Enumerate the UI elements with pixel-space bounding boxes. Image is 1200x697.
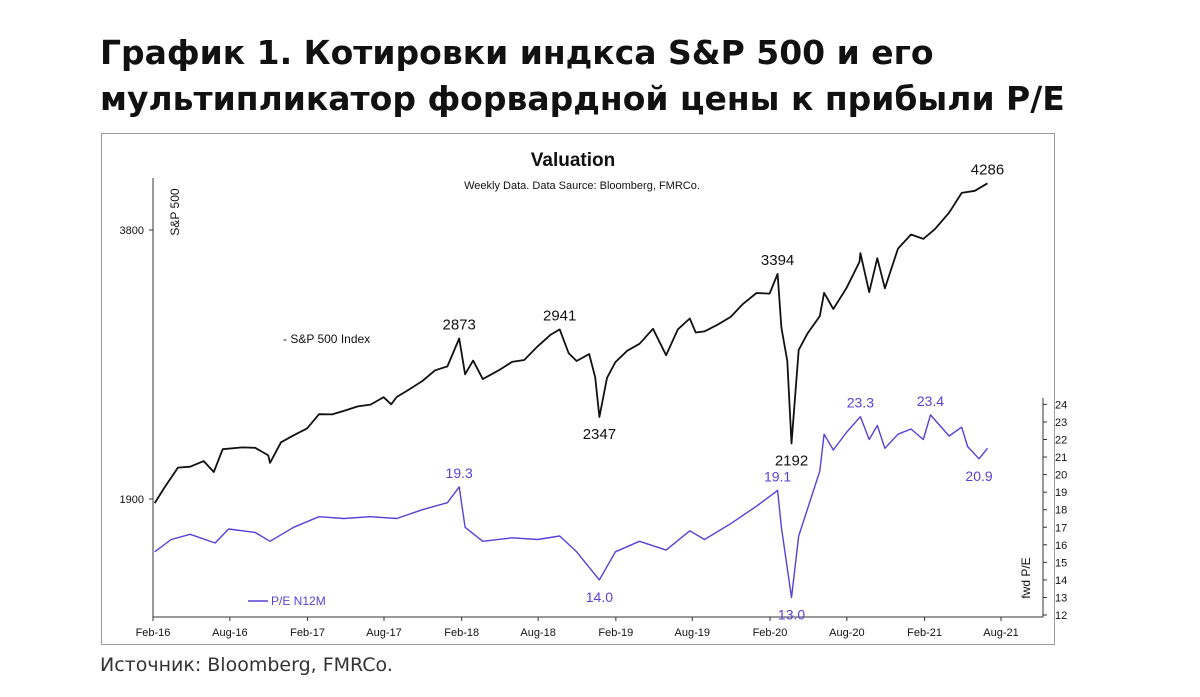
page-title-line-1: График 1. Котировки индкса S&P 500 и его: [100, 33, 934, 72]
y-right-tick-label: 21: [1055, 452, 1067, 464]
page-title-line-2: мультипликатор форвардной цены к прибыли…: [100, 79, 1065, 118]
y-right-tick-label: 20: [1055, 470, 1067, 482]
y-left-tick-label: 3800: [120, 225, 144, 237]
y-right-tick-label: 19: [1055, 487, 1067, 499]
y-right-tick-label: 17: [1055, 522, 1067, 534]
x-tick-label: Feb-16: [136, 627, 171, 639]
x-tick-label: Feb-20: [753, 627, 788, 639]
y-right-tick-label: 22: [1055, 435, 1067, 447]
y-right-tick-label: 23: [1055, 417, 1067, 429]
chart-title: Valuation: [531, 150, 615, 171]
y-right-tick-label: 15: [1055, 557, 1067, 569]
y-right-tick-label: 24: [1055, 399, 1067, 411]
x-tick-label: Feb-19: [598, 627, 633, 639]
x-tick-label: Aug-21: [983, 627, 1018, 639]
y-right-tick-label: 18: [1055, 505, 1067, 517]
y-left-tick-label: 1900: [120, 494, 144, 506]
x-tick-label: Feb-17: [290, 627, 325, 639]
y-right-tick-label: 16: [1055, 540, 1067, 552]
sp500-data-label: 2873: [442, 317, 475, 334]
legend-sp500: - S&P 500 Index: [283, 332, 370, 346]
y-right-tick-label: 14: [1055, 575, 1067, 587]
y-right-tick-label: 12: [1055, 610, 1067, 622]
pe-data-label: 20.9: [965, 468, 992, 484]
chart-frame: [101, 133, 1055, 645]
sp500-data-label: 2941: [543, 307, 576, 324]
pe-data-label: 23.4: [917, 393, 944, 409]
pe-data-label: 23.3: [847, 395, 874, 411]
x-tick-label: Aug-16: [212, 627, 247, 639]
pe-data-label: 19.1: [764, 468, 791, 484]
chart-subtitle: Weekly Data. Data Saurce: Bloomberg, FMR…: [464, 180, 700, 192]
pe-data-label: 14.0: [586, 589, 613, 605]
x-tick-label: Aug-19: [675, 627, 710, 639]
legend-pe: P/E N12M: [271, 594, 326, 608]
left-axis-label: S&P 500: [168, 188, 182, 235]
right-axis-label: fwd P/E: [1019, 557, 1033, 598]
pe-data-label: 13.0: [778, 606, 805, 622]
x-tick-label: Aug-17: [366, 627, 401, 639]
y-right-tick-label: 13: [1055, 592, 1067, 604]
x-tick-label: Feb-21: [907, 627, 942, 639]
pe-line: [154, 414, 989, 599]
x-tick-label: Aug-20: [829, 627, 864, 639]
sp500-data-label: 2192: [775, 453, 808, 470]
source-note: Источник: Bloomberg, FMRCo.: [100, 654, 393, 676]
sp500-line: [153, 182, 988, 504]
x-tick-label: Aug-18: [520, 627, 555, 639]
page-title: График 1. Котировки индкса S&P 500 и его…: [100, 30, 1160, 122]
sp500-data-label: 4286: [971, 161, 1004, 178]
sp500-data-label: 2347: [583, 426, 616, 443]
sp500-data-label: 3394: [761, 252, 794, 269]
pe-data-label: 19.3: [446, 465, 473, 481]
x-tick-label: Feb-18: [444, 627, 479, 639]
